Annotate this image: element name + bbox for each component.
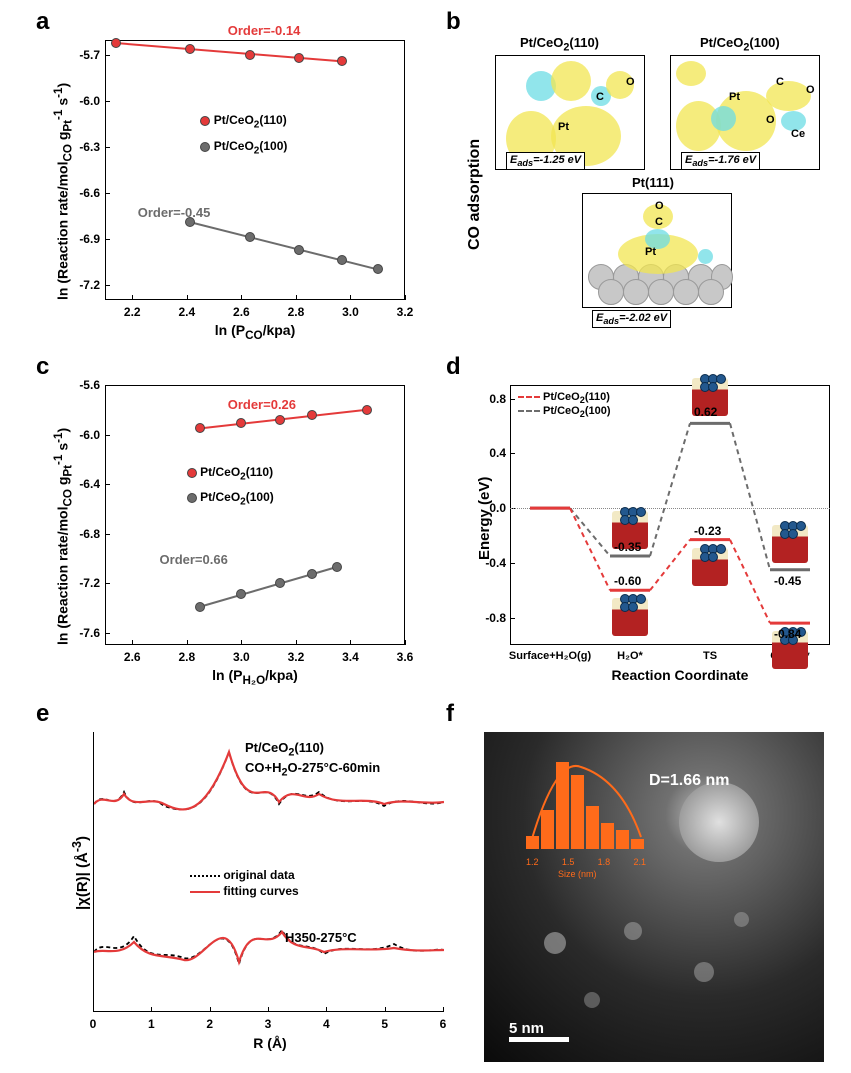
legend-d: Pt/CeO2(110) Pt/CeO2(100)	[518, 391, 611, 419]
plot-a	[105, 40, 405, 300]
plot-d-ylabel: Energy (eV)	[476, 477, 493, 560]
data-point	[245, 232, 255, 242]
data-point	[332, 562, 342, 572]
plot-e-ylabel: |χ(R)| (Å-3)	[70, 836, 91, 910]
data-point	[245, 50, 255, 60]
data-point	[236, 418, 246, 428]
plot-e-xlabel: R (Å)	[230, 1035, 310, 1051]
data-point	[111, 38, 121, 48]
plot-c-xlabel: ln (PH₂O/kpa)	[195, 667, 315, 687]
data-point	[236, 589, 246, 599]
data-point	[294, 53, 304, 63]
data-point	[294, 245, 304, 255]
sample-bottom: H350-275°C	[285, 930, 357, 945]
curve-bot-fit	[94, 932, 444, 962]
plot-c	[105, 385, 405, 645]
data-point	[337, 255, 347, 265]
data-point	[275, 415, 285, 425]
data-point	[307, 410, 317, 420]
eads-110: Eads=-1.25 eV	[506, 152, 585, 170]
dft-box-pt111: Pt C O	[582, 193, 732, 308]
data-point	[307, 569, 317, 579]
eads-pt111: Eads=-2.02 eV	[592, 310, 671, 328]
data-point	[275, 578, 285, 588]
panel-label-a: a	[36, 8, 49, 36]
dft-box-110: Pt C O Eads=-1.25 eV	[495, 55, 645, 170]
plot-a-xlabel: ln (PCO/kpa)	[195, 322, 315, 342]
data-point	[185, 44, 195, 54]
data-point	[195, 602, 205, 612]
dft-title-pt111: Pt(111)	[632, 175, 674, 190]
scalebar: 5 nm	[509, 1020, 569, 1042]
eads-100: Eads=-1.76 eV	[681, 152, 760, 170]
plot-d-xlabel: Reaction Coordinate	[600, 667, 760, 683]
d-label: D=1.66 nm	[649, 772, 729, 790]
panel-label-e: e	[36, 700, 49, 728]
data-point	[337, 56, 347, 66]
plot-b-ylabel: CO adsorption	[466, 139, 484, 250]
legend-fit: fitting curves	[190, 884, 299, 898]
dft-title-110: Pt/CeO2(110)	[520, 35, 599, 54]
dft-title-100: Pt/CeO2(100)	[700, 35, 780, 54]
curve-bot-dash	[94, 930, 444, 964]
data-point	[195, 423, 205, 433]
legend-orig: original data	[190, 868, 295, 882]
sample-top: Pt/CeO2(110)CO+H2O-275°C-60min	[245, 740, 380, 779]
panel-label-c: c	[36, 353, 49, 381]
panel-label-f: f	[446, 700, 454, 728]
data-point	[362, 405, 372, 415]
tem-image: D=1.66 nm 1.21.51.82.1 Size (nm) 5 nm	[484, 732, 824, 1062]
data-point	[373, 264, 383, 274]
dft-box-100: Pt C O Ce O Eads=-1.76 eV	[670, 55, 820, 170]
panel-label-d: d	[446, 353, 461, 381]
panel-label-b: b	[446, 8, 461, 36]
histogram: 1.21.51.82.1 Size (nm)	[526, 762, 646, 867]
